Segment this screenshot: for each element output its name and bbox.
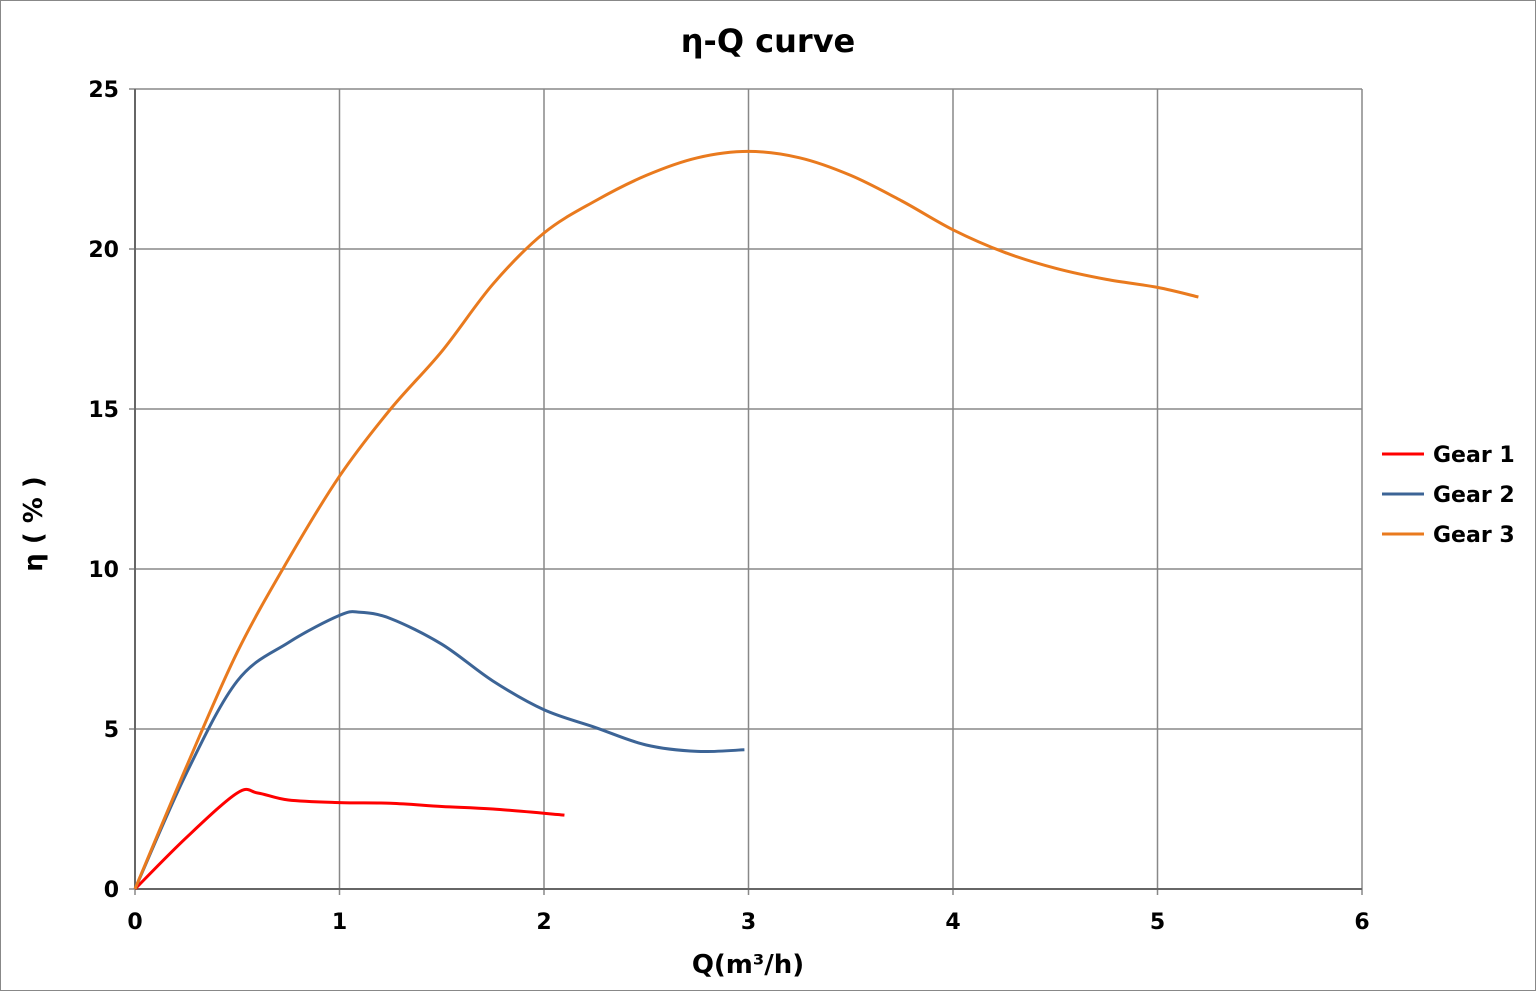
series-line-gear-3 — [133, 149, 1199, 890]
x-tick-label: 6 — [1354, 910, 1369, 935]
chart-title: η-Q curve — [681, 22, 856, 60]
series-line-gear-1 — [133, 787, 565, 891]
x-tick-label: 4 — [945, 910, 960, 935]
y-tick-label: 20 — [88, 238, 119, 263]
x-axis-label: Q(m³/h) — [692, 950, 804, 980]
y-tick-label: 15 — [88, 398, 119, 423]
y-tick-label: 25 — [88, 78, 119, 103]
x-tick-label: 1 — [332, 910, 347, 935]
legend: Gear 1 Gear 2 Gear 3 — [1382, 443, 1515, 548]
y-tick-label: 0 — [104, 878, 119, 903]
x-tick-label: 3 — [741, 910, 756, 935]
y-axis-label: η ( % ) — [19, 476, 49, 571]
y-tick-label: 5 — [104, 718, 119, 743]
legend-label-gear-1: Gear 1 — [1433, 443, 1515, 468]
series-line-gear-2 — [133, 610, 745, 890]
x-tick-label: 5 — [1150, 910, 1165, 935]
legend-label-gear-2: Gear 2 — [1433, 483, 1515, 508]
x-tick-label: 2 — [536, 910, 551, 935]
x-tick-label: 0 — [127, 910, 142, 935]
legend-label-gear-3: Gear 3 — [1433, 523, 1515, 548]
y-tick-label: 10 — [88, 558, 119, 583]
